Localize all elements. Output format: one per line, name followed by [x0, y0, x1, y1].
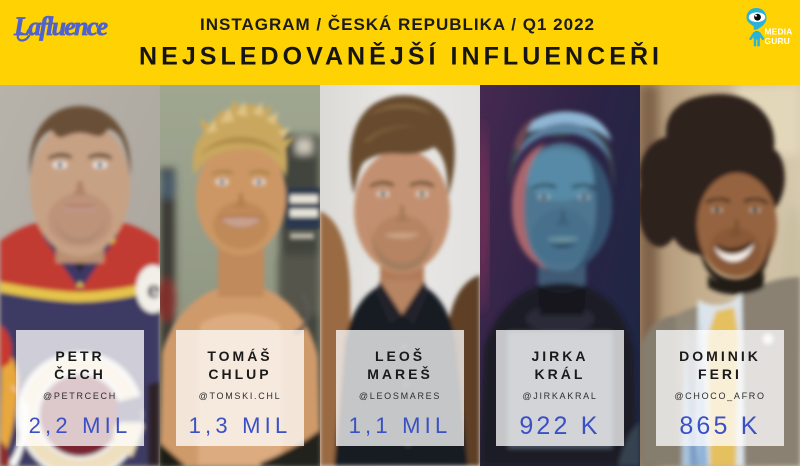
svg-text:GURU: GURU — [765, 36, 790, 46]
svg-text:e: e — [147, 277, 160, 304]
svg-text:NEJSLEDOVANĚJŠÍ INFLUENCEŘI: NEJSLEDOVANĚJŠÍ INFLUENCEŘI — [139, 41, 661, 71]
svg-text:INSTAGRAM / ČESKÁ REPUBLIKA /: INSTAGRAM / ČESKÁ REPUBLIKA / Q1 2022 — [200, 15, 596, 34]
svg-text:MEDIA: MEDIA — [765, 27, 793, 37]
